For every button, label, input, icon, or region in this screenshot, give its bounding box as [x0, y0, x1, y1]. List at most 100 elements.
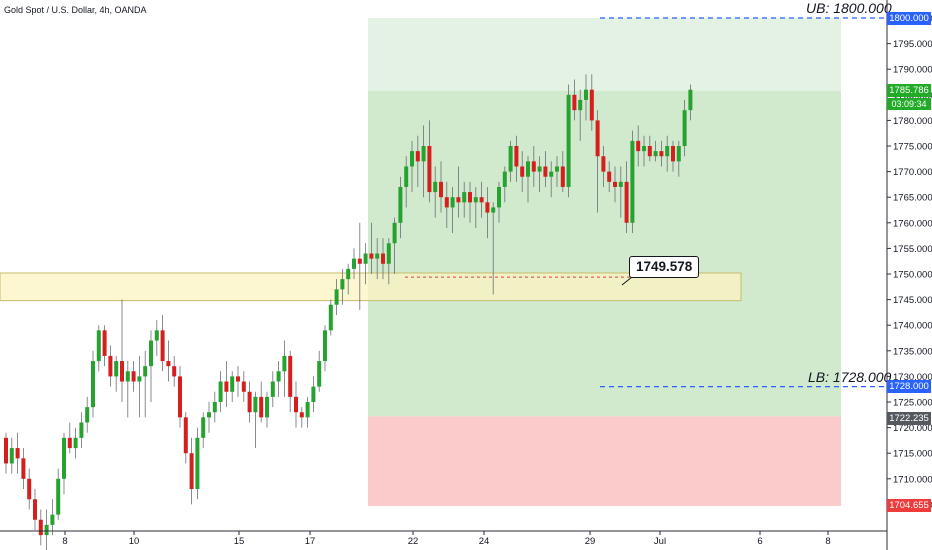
candle-body: [236, 376, 240, 382]
candle-body: [624, 181, 629, 223]
candle-body: [456, 197, 461, 203]
candle-body: [427, 146, 432, 193]
candle-body: [143, 366, 148, 377]
time-tick-label: 29: [585, 536, 596, 547]
time-tick-label: 6: [757, 536, 762, 547]
candle-body: [149, 340, 153, 367]
price-tick-label: 1780.000: [893, 116, 932, 127]
candle-body: [108, 355, 113, 377]
candle-body: [665, 146, 670, 157]
chart-title: Gold Spot / U.S. Dollar, 4h, OANDA: [4, 5, 147, 15]
candle-body: [85, 407, 90, 423]
time-axis[interactable]: 8 10 15 17 22 24 29 Jul 6 8: [62, 531, 831, 547]
lower-level-price-tag: 1728.000: [887, 380, 931, 394]
candle-body: [79, 422, 84, 438]
candle-body: [671, 146, 675, 162]
candle-body: [178, 376, 182, 418]
candle-body: [450, 197, 455, 208]
lower-level-label: LB: 1728.000: [808, 368, 892, 385]
candle-body: [392, 222, 397, 244]
time-tick-label: 22: [408, 536, 419, 547]
candle-body: [682, 110, 687, 146]
candle-body: [96, 330, 101, 362]
candle-body: [584, 89, 588, 100]
target-zone: [368, 90, 841, 417]
price-tick-label: 1740.000: [893, 321, 932, 332]
candle-body: [73, 437, 78, 449]
price-tick-label: 1795.000: [893, 39, 932, 50]
candle-body: [514, 146, 519, 167]
upper-level-price-tag: 1800.000: [887, 11, 931, 25]
candle-body: [381, 253, 385, 264]
candle-body: [485, 202, 490, 213]
candle-body: [404, 166, 409, 187]
candle-body: [201, 417, 206, 438]
time-tick-label: 24: [479, 536, 490, 547]
price-tick-label: 1790.000: [893, 65, 932, 76]
candle-body: [352, 258, 356, 269]
candle-body: [595, 120, 600, 157]
price-tick-label: 1715.000: [893, 449, 932, 460]
candle-body: [305, 402, 310, 418]
candle-body: [218, 381, 223, 402]
upper-target-band: [368, 18, 841, 91]
candle-body: [560, 166, 565, 187]
candle-body: [468, 192, 472, 203]
candle-body: [357, 258, 362, 264]
candle-body: [375, 253, 380, 259]
price-callout[interactable]: 1749.578: [629, 256, 700, 278]
candle-body: [253, 396, 258, 413]
candle-body: [415, 151, 420, 162]
candle-body: [4, 437, 8, 464]
candle-body: [120, 361, 124, 382]
price-tick-label: 1730.000: [893, 372, 932, 383]
price-axis[interactable]: 1800.0001795.0001790.0001785.0001780.000…: [887, 14, 932, 511]
price-tick-label: 1735.000: [893, 346, 932, 357]
candle-body: [491, 207, 496, 213]
candle-body: [555, 166, 559, 172]
price-tick-label: 1765.000: [893, 193, 932, 204]
candle-body: [56, 478, 61, 515]
candle-body: [125, 371, 130, 382]
candle-body: [38, 519, 43, 536]
candle-body: [21, 458, 26, 479]
candle-body: [630, 140, 635, 223]
candle-body: [294, 396, 298, 413]
candle-body: [328, 304, 333, 331]
candle-body: [520, 166, 525, 177]
time-tick-label: 8: [62, 536, 67, 547]
candle-body: [526, 161, 530, 177]
candle-body: [589, 89, 594, 121]
candle-body: [537, 166, 542, 172]
price-tick-label: 1755.000: [893, 244, 932, 255]
candle-body: [62, 437, 66, 479]
candle-body: [688, 89, 693, 111]
candle-body: [421, 146, 426, 162]
candle-body: [33, 499, 37, 520]
time-tick-label: 15: [234, 536, 245, 547]
candle-body: [613, 181, 617, 187]
candle-body: [398, 186, 403, 223]
upper-level-label: UB: 1800.000: [806, 0, 892, 16]
candle-body: [410, 151, 414, 167]
candle-body: [91, 361, 95, 408]
candle-body: [172, 366, 177, 377]
time-tick-label: Jul: [654, 536, 666, 547]
price-tick-label: 1750.000: [893, 270, 932, 281]
price-tick-label: 1720.000: [893, 423, 932, 434]
candle-body: [50, 514, 55, 525]
candle-body: [259, 396, 264, 418]
candle-body: [618, 181, 623, 187]
candle-body: [27, 478, 32, 500]
candle-body: [241, 381, 246, 392]
price-tick-label: 1745.000: [893, 295, 932, 306]
price-tick-label: 1710.000: [893, 474, 932, 485]
candle-body: [508, 146, 513, 172]
price-tick-label: 1725.000: [893, 398, 932, 409]
current-price-tag: 1785.786: [887, 84, 931, 98]
candle-body: [346, 268, 351, 280]
candle-body: [212, 402, 217, 413]
candle-body: [363, 253, 368, 264]
